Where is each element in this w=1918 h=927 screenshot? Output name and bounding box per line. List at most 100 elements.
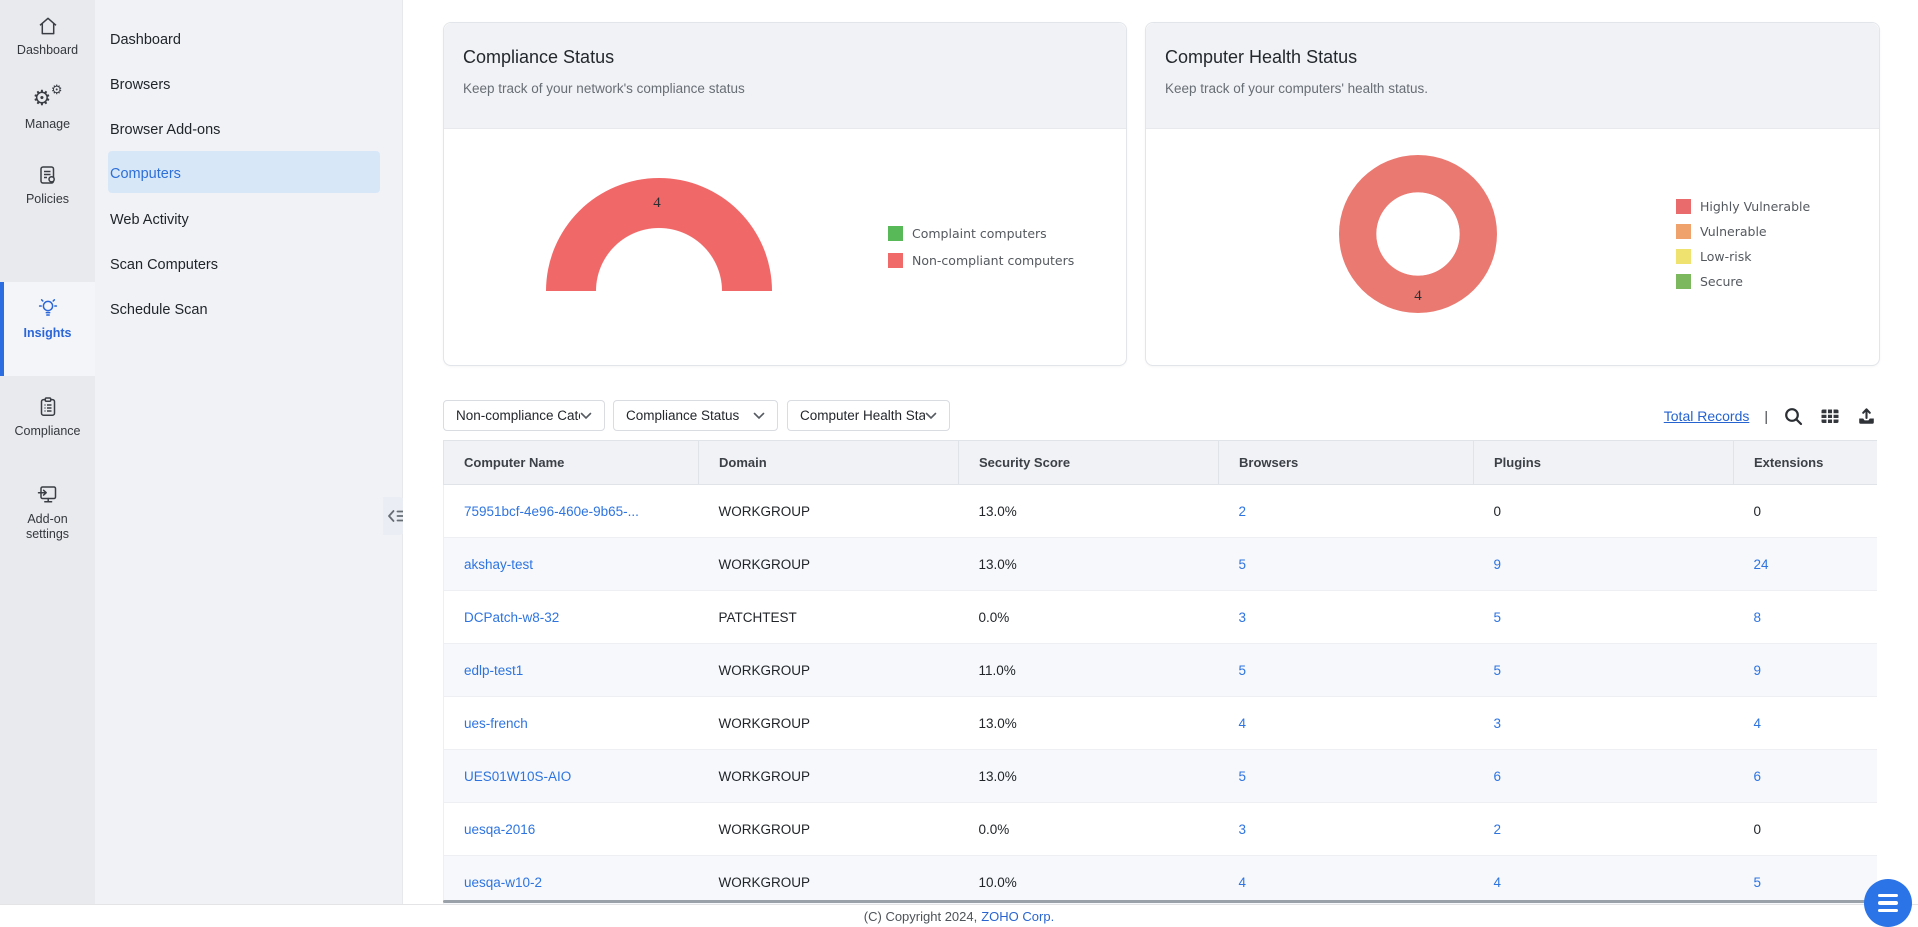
computer-name-link[interactable]: 75951bcf-4e96-460e-9b65-... <box>443 484 699 538</box>
browsers-count-link[interactable]: 2 <box>1218 484 1474 538</box>
security-score-cell: 13.0% <box>958 537 1219 591</box>
legend-swatch-low-risk <box>1676 249 1691 264</box>
compliance-status-dropdown[interactable]: Compliance Status <box>613 400 778 431</box>
browsers-count-link[interactable]: 4 <box>1218 855 1474 904</box>
total-records-link[interactable]: Total Records <box>1663 408 1750 424</box>
computer-name-link[interactable]: UES01W10S-AIO <box>443 749 699 803</box>
menu-item-web-activity[interactable]: Web Activity <box>110 212 189 228</box>
computer-name-link[interactable]: edlp-test1 <box>443 643 699 697</box>
rail-item-dashboard[interactable]: Dashboard <box>0 14 95 58</box>
extensions-count-link: 0 <box>1733 802 1877 856</box>
menu-item-browsers[interactable]: Browsers <box>110 77 171 93</box>
extensions-count-link[interactable]: 4 <box>1733 696 1877 750</box>
column-header-computer-name: Computer Name <box>443 440 699 485</box>
browsers-count-link[interactable]: 3 <box>1218 590 1474 644</box>
plugins-count-link[interactable]: 3 <box>1473 696 1734 750</box>
plugins-count-link[interactable]: 9 <box>1473 537 1734 591</box>
legend-swatch-highly-vulnerable <box>1676 199 1691 214</box>
rail-item-insights[interactable]: Insights <box>0 295 95 341</box>
computer-name-link[interactable]: ues-french <box>443 696 699 750</box>
compliance-chart-value: 4 <box>653 195 661 211</box>
domain-cell: WORKGROUP <box>698 696 959 750</box>
rail-item-addon-settings[interactable]: Add-on settings <box>0 482 95 542</box>
computer-health-status-dropdown[interactable]: Computer Health Status <box>787 400 950 431</box>
menu-item-dashboard[interactable]: Dashboard <box>110 32 181 48</box>
legend-swatch-green <box>888 226 903 241</box>
browsers-count-link[interactable]: 3 <box>1218 802 1474 856</box>
table-view-icon <box>1821 409 1839 423</box>
security-score-cell: 0.0% <box>958 802 1219 856</box>
plugins-count-link[interactable]: 2 <box>1473 802 1734 856</box>
records-toolbar: Total Records | <box>1664 402 1877 430</box>
extensions-count-link[interactable]: 5 <box>1733 855 1877 904</box>
non-compliance-category-dropdown[interactable]: Non-compliance Categ... <box>443 400 605 431</box>
browsers-count-link[interactable]: 5 <box>1218 749 1474 803</box>
table-view-button[interactable] <box>1819 406 1841 426</box>
floating-menu-button[interactable] <box>1864 879 1912 927</box>
extensions-count-link[interactable]: 24 <box>1733 537 1877 591</box>
compliance-card-header: Compliance Status Keep track of your net… <box>444 23 1126 129</box>
extensions-count-link[interactable]: 8 <box>1733 590 1877 644</box>
table-row: DCPatch-w8-32 PATCHTEST 0.0% 3 5 8 <box>443 590 1877 644</box>
policy-document-icon <box>39 166 55 184</box>
horizontal-scrollbar[interactable] <box>443 900 1877 903</box>
security-score-cell: 11.0% <box>958 643 1219 697</box>
domain-cell: WORKGROUP <box>698 749 959 803</box>
chevron-down-icon <box>580 412 592 419</box>
plugins-count-link: 0 <box>1473 484 1734 538</box>
menu-item-scan-computers[interactable]: Scan Computers <box>110 257 218 273</box>
hamburger-icon <box>1878 894 1898 898</box>
browsers-count-link[interactable]: 5 <box>1218 643 1474 697</box>
legend-item: Secure <box>1676 274 1810 289</box>
extensions-count-link[interactable]: 9 <box>1733 643 1877 697</box>
computer-name-link[interactable]: akshay-test <box>443 537 699 591</box>
main-content: Compliance Status Keep track of your net… <box>403 0 1918 904</box>
rail-item-label: Insights <box>23 326 72 340</box>
rail-item-manage[interactable]: ⚙ ⚙ Manage <box>0 82 95 132</box>
compliance-legend: Complaint computers Non-compliant comput… <box>888 226 1074 280</box>
extensions-count-link: 0 <box>1733 484 1877 538</box>
compliance-status-card: Compliance Status Keep track of your net… <box>443 22 1127 366</box>
addon-monitor-icon <box>37 486 56 503</box>
plugins-count-link[interactable]: 6 <box>1473 749 1734 803</box>
plugins-count-link[interactable]: 5 <box>1473 643 1734 697</box>
compliance-card-title: Compliance Status <box>463 47 615 67</box>
rail-item-policies[interactable]: Policies <box>0 163 95 207</box>
computer-name-link[interactable]: uesqa-w10-2 <box>443 855 699 904</box>
plugins-count-link[interactable]: 4 <box>1473 855 1734 904</box>
column-header-security-score: Security Score <box>958 440 1219 485</box>
domain-cell: PATCHTEST <box>698 590 959 644</box>
rail-item-compliance[interactable]: Compliance <box>0 395 95 439</box>
table-row: 75951bcf-4e96-460e-9b65-... WORKGROUP 13… <box>443 484 1877 538</box>
menu-item-browser-addons[interactable]: Browser Add-ons <box>110 122 221 138</box>
menu-item-computers[interactable]: Computers <box>110 166 181 182</box>
gears-icon: ⚙ ⚙ <box>32 82 63 110</box>
zoho-corp-link[interactable]: ZOHO Corp. <box>981 908 1055 924</box>
search-button[interactable] <box>1783 406 1804 427</box>
page-footer: (C) Copyright 2024, ZOHO Corp. <box>0 904 1918 927</box>
table-row: uesqa-w10-2 WORKGROUP 10.0% 4 4 5 <box>443 855 1877 904</box>
export-icon <box>1859 407 1874 424</box>
legend-item: Low-risk <box>1676 249 1810 264</box>
computers-table: Computer Name Domain Security Score Brow… <box>443 440 1877 904</box>
domain-cell: WORKGROUP <box>698 643 959 697</box>
menu-item-schedule-scan[interactable]: Schedule Scan <box>110 302 208 318</box>
domain-cell: WORKGROUP <box>698 855 959 904</box>
rail-item-label: Manage <box>24 117 71 131</box>
computer-name-link[interactable]: DCPatch-w8-32 <box>443 590 699 644</box>
browsers-count-link[interactable]: 4 <box>1218 696 1474 750</box>
computer-name-link[interactable]: uesqa-2016 <box>443 802 699 856</box>
lightbulb-icon <box>38 299 57 316</box>
table-row: ues-french WORKGROUP 13.0% 4 3 4 <box>443 696 1877 750</box>
menu-sidebar: Dashboard Browsers Browser Add-ons Compu… <box>95 0 410 904</box>
extensions-count-link[interactable]: 6 <box>1733 749 1877 803</box>
export-button[interactable] <box>1856 406 1877 427</box>
toolbar-separator: | <box>1764 408 1768 424</box>
browsers-count-link[interactable]: 5 <box>1218 537 1474 591</box>
domain-cell: WORKGROUP <box>698 802 959 856</box>
security-score-cell: 13.0% <box>958 749 1219 803</box>
health-card-title: Computer Health Status <box>1165 47 1358 67</box>
plugins-count-link[interactable]: 5 <box>1473 590 1734 644</box>
table-row: akshay-test WORKGROUP 13.0% 5 9 24 <box>443 537 1877 591</box>
